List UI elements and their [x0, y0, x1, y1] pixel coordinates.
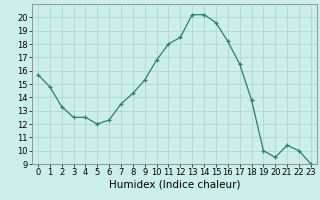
X-axis label: Humidex (Indice chaleur): Humidex (Indice chaleur): [109, 180, 240, 190]
